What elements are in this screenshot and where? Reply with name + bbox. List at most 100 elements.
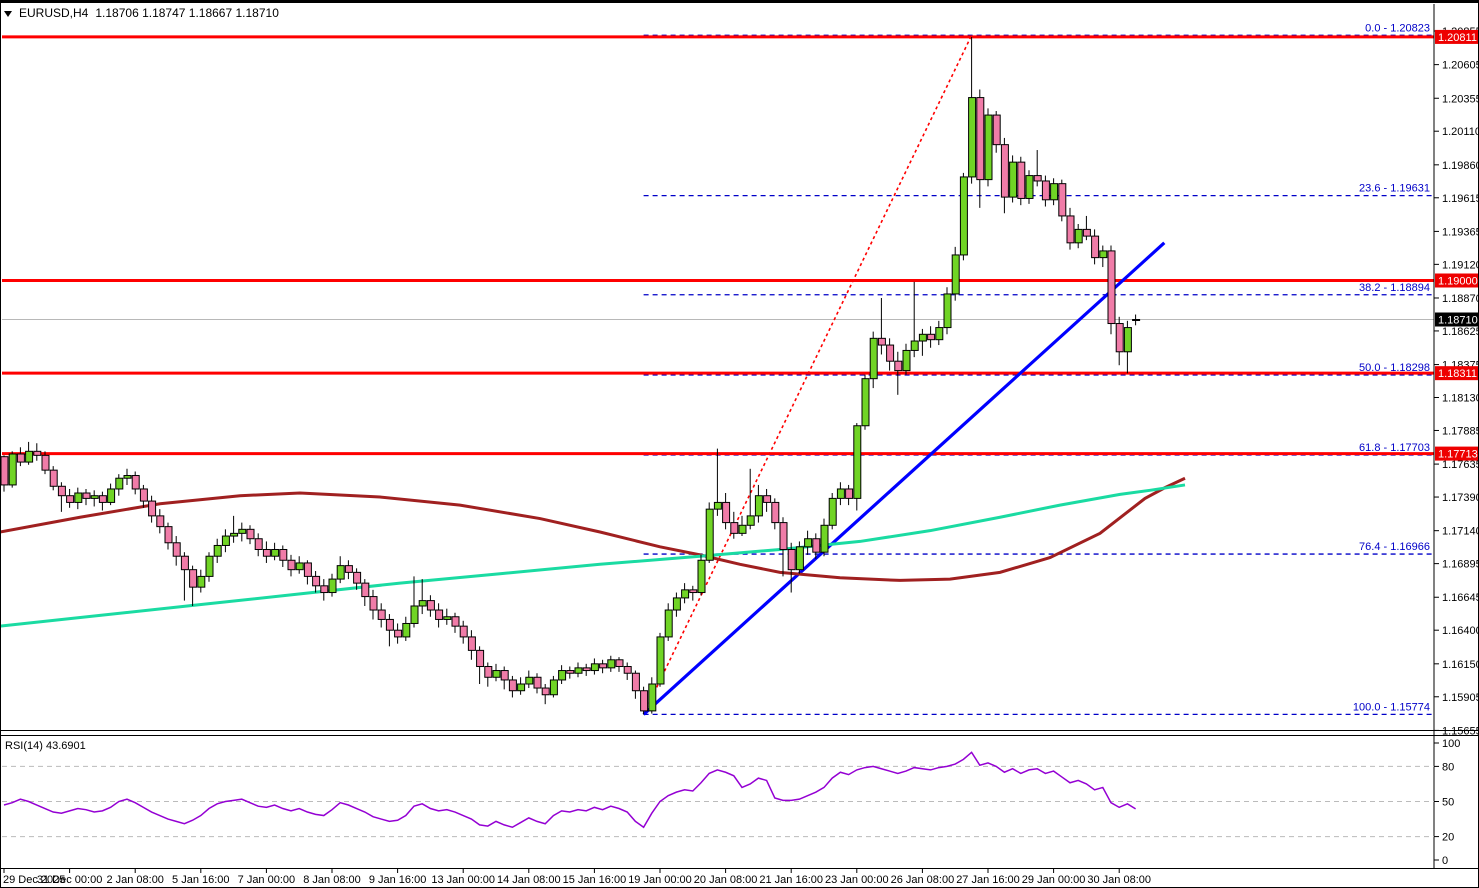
candle-body — [74, 492, 83, 503]
candle-body — [935, 327, 944, 341]
candle-body — [1115, 323, 1124, 353]
price-badges: 1.20811 1.19000 1.18311 1.17713 1.18710 — [1435, 29, 1479, 461]
symbol-dropdown-icon[interactable] — [4, 11, 12, 17]
fibonacci-retracement[interactable]: 0.0 - 1.20823 23.6 - 1.19631 38.2 - 1.1889… — [643, 22, 1434, 716]
candle-body — [295, 562, 304, 571]
date-label: 9 Jan 16:00 — [369, 874, 427, 886]
fib-level-label: 38.2 - 1.18894 — [1359, 282, 1430, 294]
rsi-scale-label: 100 — [1442, 738, 1460, 750]
candle-body — [1017, 161, 1026, 199]
candle-body — [959, 176, 968, 256]
candle-body — [845, 488, 854, 499]
candle-body — [8, 453, 17, 486]
candle-body — [82, 492, 91, 499]
candle-body — [615, 659, 624, 668]
candle-body — [1025, 175, 1034, 199]
date-label: 29 Dec 2025 — [3, 874, 65, 886]
candle-body — [33, 450, 42, 456]
date-label: 21 Jan 16:00 — [759, 874, 823, 886]
candle-body — [869, 337, 878, 380]
candle-body — [623, 666, 632, 674]
price-tick-label: 1.15655 — [1442, 725, 1479, 737]
candle-body — [1099, 250, 1108, 259]
date-label: 23 Jan 00:00 — [825, 874, 889, 886]
candle-body — [943, 293, 952, 329]
trend-lines[interactable] — [642, 34, 1166, 716]
fib-level-label: 100.0 - 1.15774 — [1353, 701, 1430, 713]
candle-body — [820, 524, 829, 553]
candle-body — [525, 676, 534, 685]
candle-body — [254, 538, 263, 550]
candle-body — [394, 629, 403, 638]
candle-body — [541, 687, 550, 696]
candle-body — [763, 495, 772, 503]
candle-body — [57, 485, 66, 497]
rsi-line — [3, 751, 1136, 829]
candle-body — [213, 544, 222, 557]
candle-body — [566, 670, 575, 674]
candle-body — [66, 495, 75, 503]
candle-body — [467, 636, 476, 651]
candle-body — [443, 616, 452, 620]
price-tick-label: 1.16895 — [1442, 559, 1479, 571]
candle-body — [1107, 250, 1116, 325]
candle-body — [771, 501, 780, 524]
candle-body — [853, 425, 862, 499]
moving-averages — [0, 476, 1186, 628]
candle-body — [172, 542, 181, 557]
price-badge — [1435, 312, 1479, 327]
price-tick-label: 1.18625 — [1442, 326, 1479, 338]
date-label: 5 Jan 16:00 — [172, 874, 230, 886]
price-tick-label: 1.20355 — [1442, 93, 1479, 105]
rsi-indicator-label: RSI(14) 43.6901 — [5, 740, 86, 752]
price-badge-value: 1.18710 — [1438, 315, 1478, 327]
candle-body — [1041, 180, 1050, 201]
candle-body — [910, 340, 919, 351]
candle-body — [1058, 183, 1067, 217]
candle-body — [205, 555, 214, 577]
price-tick-label: 1.16150 — [1442, 659, 1479, 671]
candle-body — [16, 453, 25, 463]
candle-body — [410, 605, 419, 624]
candle-body — [754, 495, 763, 517]
candle-body — [812, 538, 821, 553]
candle-body — [804, 538, 813, 548]
candle-body — [607, 659, 616, 669]
candle-body — [459, 625, 468, 638]
rsi-scale-label: 80 — [1442, 761, 1454, 773]
price-tick-label: 1.16400 — [1442, 625, 1479, 637]
price-tick-label: 1.17635 — [1442, 459, 1479, 471]
candle-body — [574, 667, 583, 674]
candle-body — [1009, 161, 1018, 198]
rsi-scale-label: 0 — [1442, 855, 1448, 867]
candle-body — [533, 676, 542, 689]
candle-body — [271, 548, 280, 557]
date-label: 19 Jan 00:00 — [628, 874, 692, 886]
horizontal-level-lines[interactable] — [2, 35, 1434, 456]
fib-level-label: 23.6 - 1.19631 — [1359, 183, 1430, 195]
price-tick-label: 1.16645 — [1442, 592, 1479, 604]
candle-body — [246, 528, 255, 540]
candle-body — [484, 666, 493, 678]
candle-body — [369, 596, 378, 611]
candle-body — [1050, 183, 1059, 201]
candle-body — [664, 609, 673, 638]
candle-body — [131, 475, 140, 490]
candle-body — [476, 649, 485, 668]
candle-body — [139, 488, 148, 502]
candle-body — [656, 636, 665, 685]
candle-body — [886, 344, 895, 362]
candle-body — [730, 522, 739, 534]
candle-body — [180, 555, 189, 571]
price-tick-label: 1.20605 — [1442, 60, 1479, 72]
candle-body — [287, 559, 296, 571]
candle-body — [902, 349, 911, 372]
candle-body — [361, 582, 370, 598]
date-label: 29 Jan 00:00 — [1022, 874, 1086, 886]
candle-body — [713, 501, 722, 510]
blue-support-trendline[interactable] — [642, 241, 1166, 716]
candle-body — [385, 618, 394, 631]
candle-body — [681, 589, 690, 599]
candle-body — [1033, 175, 1042, 182]
